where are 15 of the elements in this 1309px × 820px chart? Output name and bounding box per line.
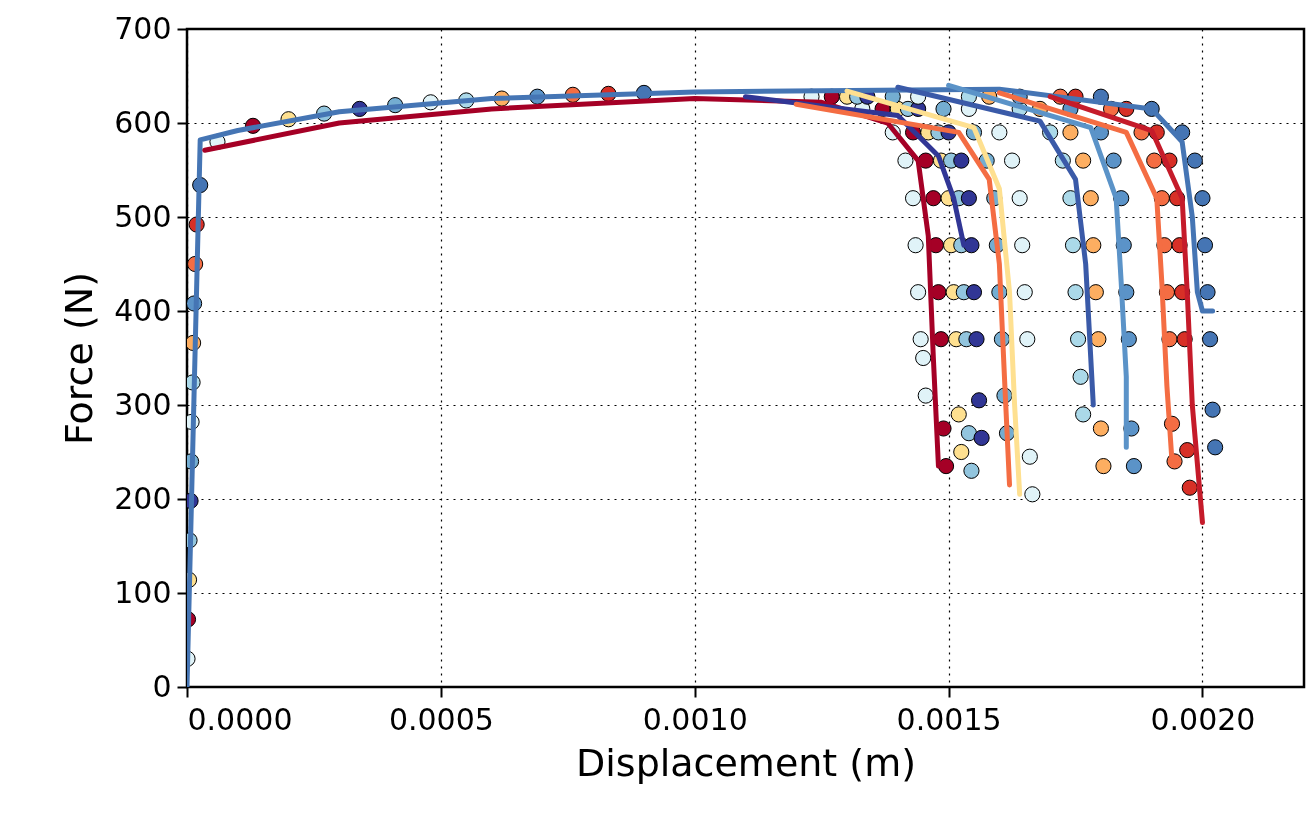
y-axis-title: Force (N) bbox=[57, 272, 102, 445]
y-tick-label: 100 bbox=[114, 574, 172, 610]
x-axis-title: Displacement (m) bbox=[576, 740, 916, 785]
y-tick-label: 200 bbox=[114, 480, 172, 516]
x-tick-label: 0.0005 bbox=[388, 701, 494, 737]
y-tick-label: 0 bbox=[152, 668, 172, 704]
x-tick-label: 0.0020 bbox=[1150, 701, 1256, 737]
x-tick-label: 0.0000 bbox=[187, 701, 293, 737]
x-tick-label: 0.0015 bbox=[896, 701, 1002, 737]
y-tick-label: 600 bbox=[114, 104, 172, 140]
y-tick-label: 700 bbox=[114, 10, 172, 46]
y-tick-label: 400 bbox=[114, 292, 172, 328]
x-tick-label: 0.0010 bbox=[642, 701, 748, 737]
y-tick-label: 500 bbox=[114, 198, 172, 234]
y-tick-label: 300 bbox=[114, 386, 172, 422]
